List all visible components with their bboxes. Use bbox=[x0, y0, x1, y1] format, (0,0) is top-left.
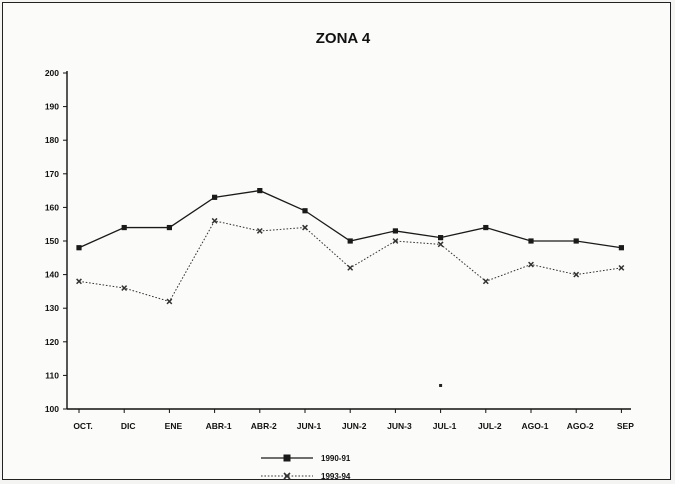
legend-marker bbox=[283, 472, 291, 480]
series-2 bbox=[76, 217, 625, 305]
y-tick-label: 150 bbox=[45, 236, 59, 246]
series-1-point bbox=[347, 238, 353, 244]
series-1-point bbox=[121, 224, 127, 231]
chart: ZONA 4 100 110 120 130 140 150 160 170 180 190 200… bbox=[45, 30, 634, 481]
y-tick-label: 170 bbox=[45, 169, 59, 179]
legend-item: 1990-91 bbox=[261, 454, 351, 463]
series-1 bbox=[76, 188, 624, 251]
x-tick-label: JUN-2 bbox=[342, 421, 367, 431]
x-tick-label: ENE bbox=[165, 421, 183, 431]
y-tick-label: 120 bbox=[45, 337, 59, 347]
extra-point bbox=[439, 383, 443, 387]
series-2-point bbox=[482, 278, 489, 285]
series-2-point-stroke bbox=[573, 271, 580, 278]
series-2-point-stroke bbox=[256, 227, 263, 234]
series-2-point-stroke bbox=[76, 278, 82, 285]
x-tick-label: JUL-2 bbox=[478, 421, 502, 431]
series-2-point bbox=[618, 264, 625, 271]
y-tick-label: 140 bbox=[45, 270, 59, 280]
x-tick-label: AGO-1 bbox=[522, 421, 549, 431]
series-1-point bbox=[257, 188, 263, 194]
x-tick-label: JUN-1 bbox=[297, 421, 322, 431]
x-tick-label: AGO-2 bbox=[567, 421, 594, 431]
series-2-point bbox=[302, 224, 308, 231]
y-tick-label: 190 bbox=[45, 102, 59, 112]
axes: 100 110 120 130 140 150 160 170 180 190 200 OCT. DIC… bbox=[45, 68, 634, 431]
legend-item: 1993-94 bbox=[261, 472, 351, 481]
y-tick-label: 130 bbox=[45, 303, 59, 313]
y-tick-label: 180 bbox=[45, 135, 59, 145]
series-2-point-stroke bbox=[437, 241, 444, 248]
series-2-point bbox=[347, 264, 354, 271]
series-2-point bbox=[121, 285, 128, 291]
series-1-point bbox=[438, 235, 444, 241]
series-2-point bbox=[528, 261, 534, 268]
series-layer bbox=[76, 188, 625, 387]
legend-marker bbox=[283, 454, 291, 462]
x-tick-label: ABR-1 bbox=[206, 421, 232, 431]
y-tick-label: 200 bbox=[45, 68, 59, 78]
series-2-point-stroke bbox=[528, 261, 534, 268]
series-1-point bbox=[392, 228, 398, 234]
legend-label: 1990-91 bbox=[321, 454, 351, 463]
series-2-point bbox=[256, 227, 263, 234]
series-2-point-stroke bbox=[302, 224, 308, 231]
series-2-point-stroke bbox=[211, 217, 218, 224]
x-tick-label: ABR-2 bbox=[251, 421, 277, 431]
series-2-point bbox=[211, 217, 218, 224]
y-tick-label: 160 bbox=[45, 202, 59, 212]
series-1-point bbox=[212, 194, 218, 200]
series-2-point-stroke bbox=[618, 264, 625, 271]
series-1-point bbox=[573, 238, 579, 244]
x-tick-label: SEP bbox=[617, 421, 634, 431]
series-2-point bbox=[392, 238, 399, 244]
series-2-point bbox=[437, 241, 444, 248]
x-tick-label: DIC bbox=[121, 421, 136, 431]
legend: 1990-91 1993-94 bbox=[261, 454, 351, 481]
chart-title: ZONA 4 bbox=[316, 30, 371, 47]
series-2-point-stroke bbox=[166, 298, 173, 305]
x-tick-label: JUL-1 bbox=[433, 421, 457, 431]
x-tick-label: JUN-3 bbox=[387, 421, 412, 431]
series-2-point-stroke bbox=[482, 278, 489, 285]
series-2-point-stroke bbox=[347, 264, 354, 271]
series-1-point bbox=[483, 224, 489, 231]
series-1-point bbox=[618, 245, 624, 251]
series-2-line bbox=[78, 220, 622, 303]
series-2-point bbox=[166, 298, 173, 305]
series-2-point-stroke bbox=[392, 238, 399, 244]
x-tick-label: OCT. bbox=[73, 421, 92, 431]
y-tick-label: 110 bbox=[45, 370, 59, 380]
series-1-point bbox=[302, 208, 308, 214]
y-tick-label: 100 bbox=[45, 404, 59, 414]
series-1-point bbox=[76, 245, 82, 251]
series-2-point-stroke bbox=[121, 285, 128, 291]
legend-label: 1993-94 bbox=[321, 472, 351, 481]
series-2-point bbox=[573, 271, 580, 278]
series-2-point bbox=[76, 278, 82, 285]
series-1-point bbox=[528, 238, 534, 244]
series-1-point bbox=[166, 224, 172, 231]
